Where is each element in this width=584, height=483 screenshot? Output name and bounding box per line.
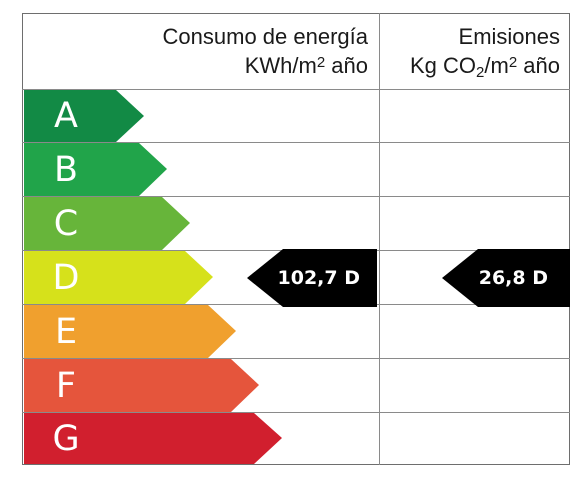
rating-letter-c: C [53, 204, 79, 244]
marker-shape [247, 249, 377, 307]
rating-bar-g [24, 413, 282, 464]
rating-letter-f: F [55, 366, 77, 406]
rating-bar-e [24, 305, 236, 358]
rating-bar-shape [24, 305, 236, 358]
emisiones-header: Emisiones Kg CO2/m2 año [382, 22, 560, 80]
emisiones-header-unit: Kg CO2/m2 año [410, 53, 560, 81]
rating-letter-g: G [52, 419, 80, 459]
rating-bar-d [24, 251, 213, 304]
rating-letter-e: E [54, 312, 78, 352]
row-divider [22, 358, 570, 359]
row-divider [22, 196, 570, 197]
rating-bar-shape [24, 143, 167, 196]
consumo-header-unit: KWh/m2 año [244, 53, 368, 78]
rating-bar-a [24, 90, 144, 142]
rating-bar-b [24, 143, 167, 196]
rating-letter-d: D [52, 258, 80, 298]
emisiones-header-title: Emisiones [458, 24, 560, 49]
column-divider [379, 13, 380, 465]
consumo-header-title: Consumo de energía [162, 24, 368, 49]
row-divider [22, 142, 570, 143]
rating-letter-b: B [53, 150, 78, 190]
rating-bar-c [24, 197, 190, 250]
emisiones-marker [442, 249, 570, 307]
energy-label-frame [22, 13, 570, 465]
rating-bar-shape [24, 197, 190, 250]
rating-letter-a: A [54, 96, 78, 136]
rating-bar-shape [24, 359, 259, 412]
row-divider [22, 412, 570, 413]
header-divider [22, 89, 570, 90]
consumo-header: Consumo de energía KWh/m2 año [120, 22, 368, 80]
emisiones-marker-value: 26,8 D [478, 267, 548, 289]
rating-bar-shape [24, 251, 213, 304]
rating-bar-shape [24, 90, 144, 142]
rating-bar-f [24, 359, 259, 412]
marker-shape [442, 249, 570, 307]
consumo-marker-value: 102,7 D [277, 267, 361, 289]
rating-bar-shape [24, 413, 282, 464]
consumo-marker [247, 249, 377, 307]
